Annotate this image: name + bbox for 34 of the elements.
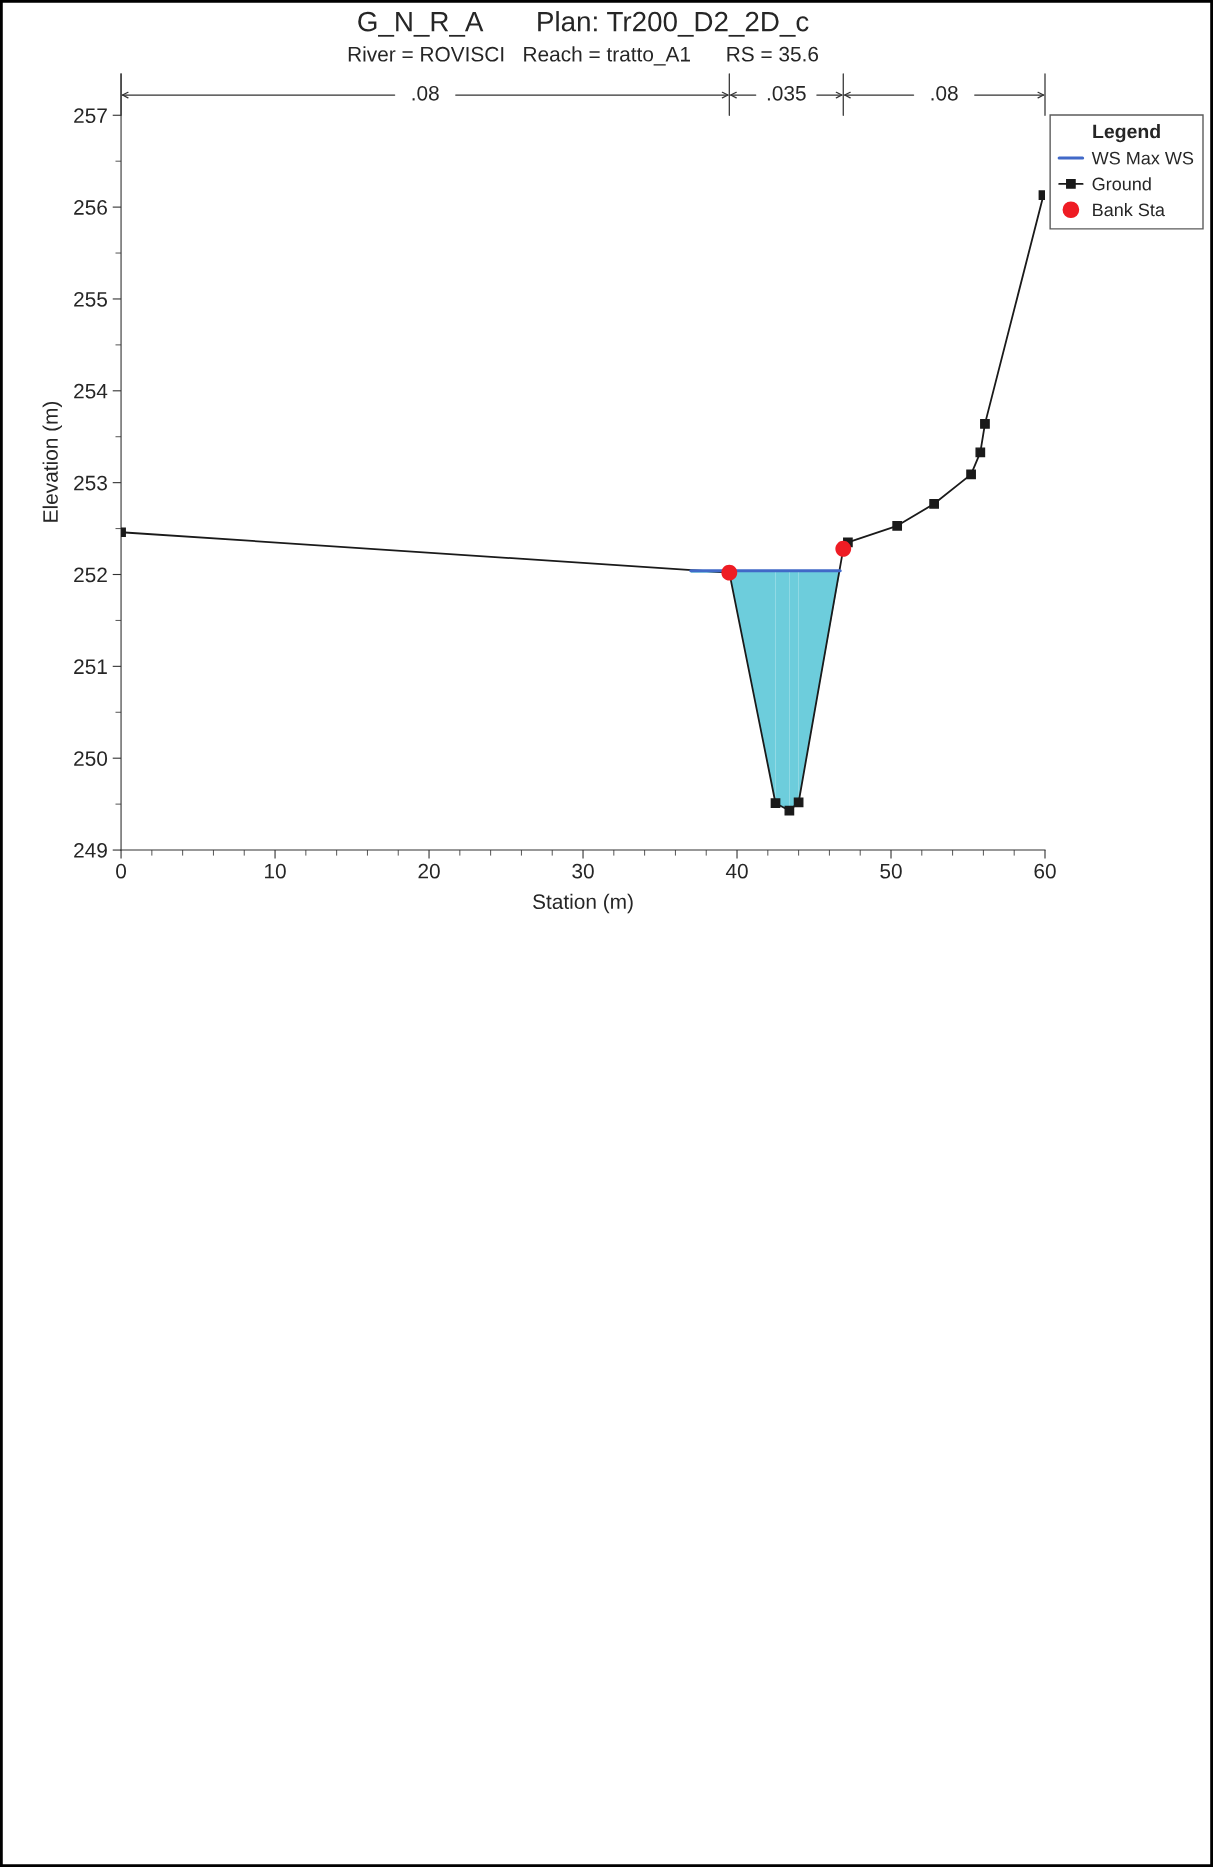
- y-tick-label: 256: [74, 200, 107, 215]
- y-tick-label: 253: [74, 475, 107, 491]
- y-tick-label: 255: [74, 291, 107, 307]
- x-tick-label: 60: [1034, 863, 1056, 879]
- annotation: .08: [931, 85, 958, 101]
- point: [966, 469, 976, 480]
- x-tick-label: 20: [418, 863, 440, 879]
- y-tick-label: 257: [74, 108, 107, 124]
- legend-label: WS Max WS: [1091, 151, 1194, 165]
- x-tick-label: 0: [116, 863, 127, 879]
- chart-subtitle: River = ROVISCI Reach = tratto_A1 RS = 35.6: [348, 46, 819, 66]
- legend-title: Legend: [1093, 124, 1160, 143]
- x-tick-label: 40: [725, 863, 748, 879]
- annotation: .08: [412, 85, 439, 101]
- point: [793, 797, 804, 808]
- point: [770, 798, 781, 809]
- y-axis-title: Elevation (m): [42, 401, 62, 522]
- legend-label: Ground: [1092, 177, 1151, 191]
- x-axis-title: Station (m): [533, 893, 633, 914]
- y-tick-label: 252: [74, 567, 107, 583]
- y-tick-label: 254: [74, 383, 108, 399]
- point: [980, 419, 990, 429]
- legend-label: Bank Sta: [1093, 202, 1165, 217]
- x-tick-label: 10: [265, 863, 286, 879]
- y-tick-label: 251: [74, 659, 107, 675]
- y-tick-label: 249: [74, 843, 107, 858]
- point: [892, 520, 903, 531]
- x-tick-label: 30: [572, 863, 594, 879]
- y-tick-label: 250: [74, 751, 108, 766]
- point: [929, 498, 939, 509]
- point: [975, 447, 986, 458]
- annotation: .035: [767, 85, 806, 101]
- chart-title: G_N_R_A Plan: Tr200_D2_2D_c: [358, 11, 809, 37]
- x-tick-label: 50: [880, 863, 902, 879]
